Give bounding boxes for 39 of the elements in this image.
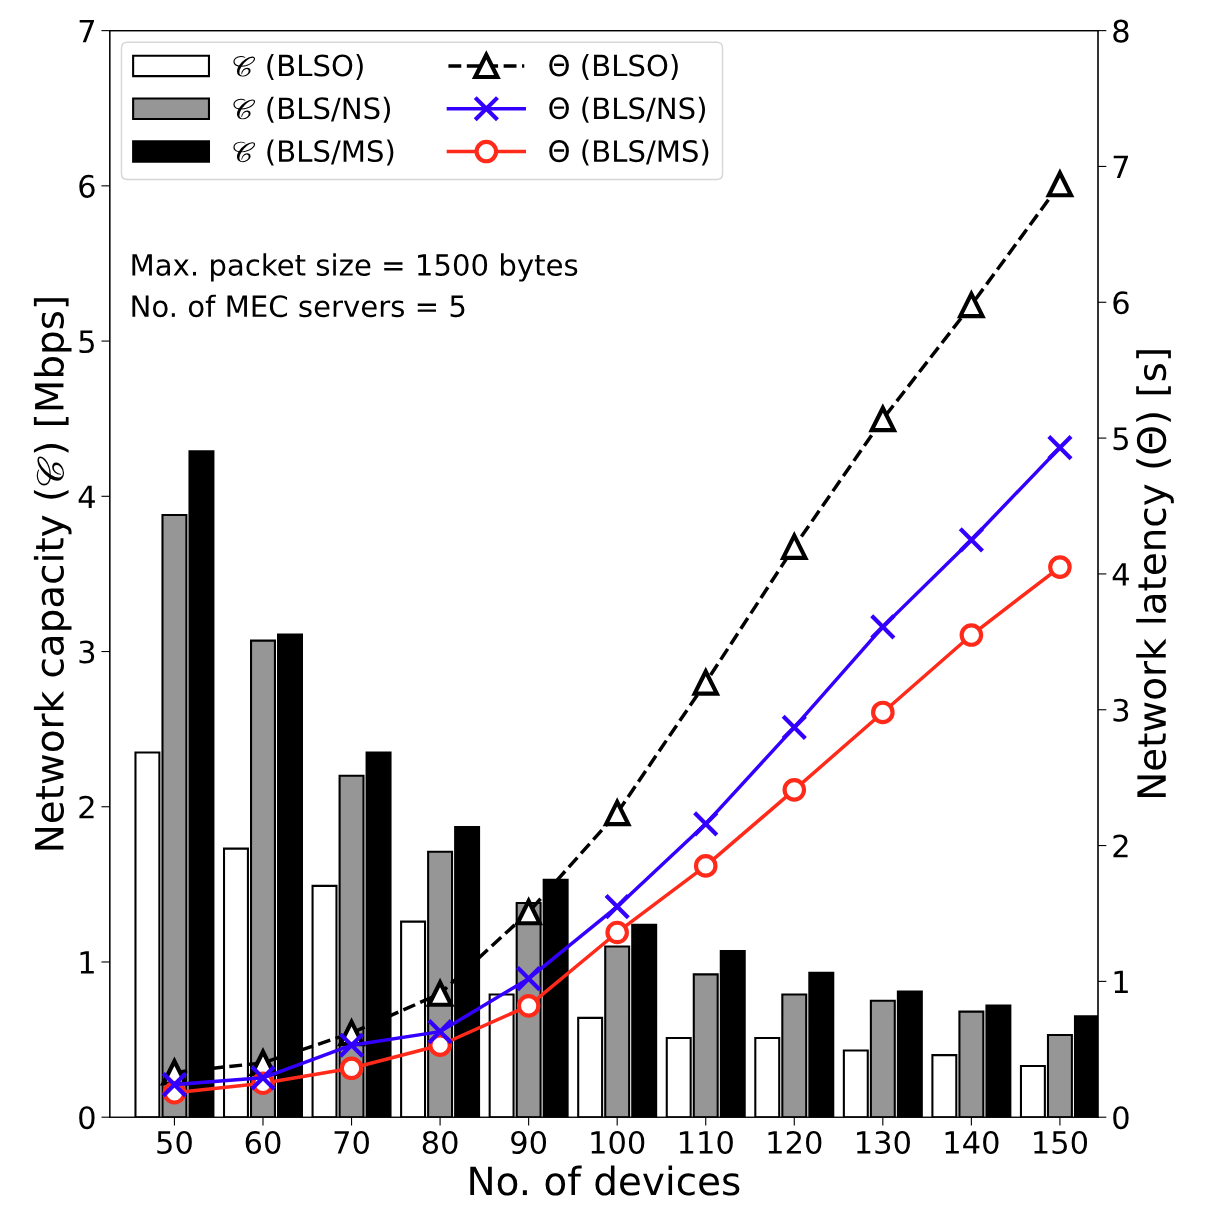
y-tick-label: 0	[79, 1106, 95, 1130]
y-tick-label: 6	[79, 174, 95, 198]
y2-tick-label: 1	[1114, 970, 1128, 993]
y-tick-label: 2	[79, 795, 94, 819]
y2-axis-title: Network latency (Θ) [s]	[1136, 350, 1174, 798]
x-tick-label: 150	[1034, 1130, 1088, 1155]
y-axis-title: Network capacity (𝒞) [Mbps]	[33, 298, 72, 850]
annotation: Max. packet size = 1500 bytes	[132, 253, 578, 282]
x-tick-label: 50	[157, 1130, 192, 1155]
y-tick-label: 1	[80, 951, 94, 974]
legend-label: 𝒞 (BLS/MS)	[233, 139, 394, 166]
x-tick-label: 80	[422, 1130, 458, 1155]
y-tick-label: 3	[79, 640, 95, 664]
legend-label: Θ (BLS/NS)	[549, 96, 705, 123]
legend-label: Θ (BLS/MS)	[549, 139, 709, 166]
y2-tick-label: 3	[1113, 698, 1129, 722]
y2-tick-label: 5	[1113, 427, 1128, 451]
y2-tick-label: 8	[1113, 19, 1129, 43]
annotation: No. of MEC servers = 5	[132, 294, 465, 318]
legend-label: Θ (BLSO)	[549, 53, 678, 80]
legend-label: 𝒞 (BLSO)	[233, 53, 363, 80]
x-tick-label: 130	[857, 1130, 910, 1155]
x-tick-label: 110	[679, 1130, 733, 1155]
y2-tick-label: 4	[1112, 563, 1129, 586]
y-tick-label: 4	[78, 485, 95, 508]
x-tick-label: 90	[511, 1130, 547, 1155]
x-tick-label: 120	[768, 1130, 822, 1155]
legend-label: 𝒞 (BLS/NS)	[233, 96, 390, 123]
x-tick-label: 100	[591, 1130, 645, 1155]
y2-tick-label: 0	[1113, 1106, 1129, 1130]
x-tick-label: 60	[245, 1130, 281, 1155]
y2-tick-label: 2	[1113, 834, 1128, 858]
x-tick-label: 140	[945, 1130, 999, 1155]
x-axis-title: No. of devices	[470, 1165, 740, 1196]
y2-tick-label: 6	[1113, 291, 1129, 315]
x-tick-label: 70	[334, 1130, 369, 1155]
y2-tick-label: 7	[1113, 155, 1129, 179]
y-tick-label: 7	[79, 19, 94, 43]
y-tick-label: 5	[79, 330, 94, 354]
